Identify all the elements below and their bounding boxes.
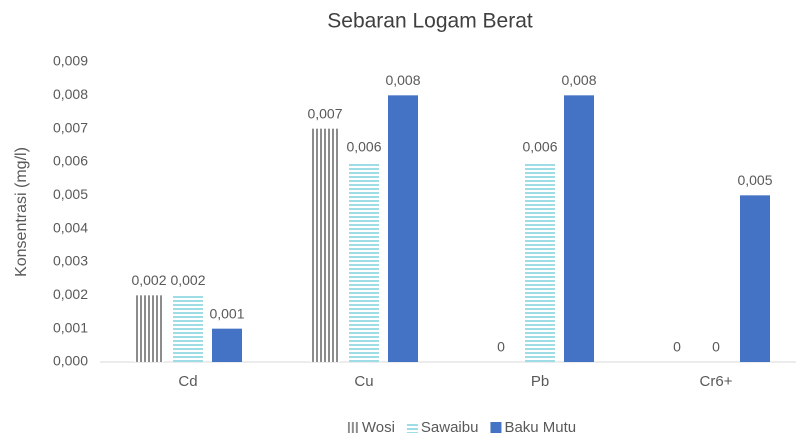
bar xyxy=(564,95,594,362)
y-tick-label: 0,001 xyxy=(53,319,88,335)
data-label: 0,008 xyxy=(561,72,596,88)
y-axis-title: Konsentrasi (mg/l) xyxy=(13,147,30,277)
y-tick-label: 0,009 xyxy=(53,53,88,69)
y-tick-label: 0,002 xyxy=(53,286,88,302)
data-label: 0,007 xyxy=(307,105,342,121)
y-tick-label: 0,006 xyxy=(53,153,88,169)
bar xyxy=(525,162,555,362)
data-label: 0,002 xyxy=(131,272,166,288)
bar xyxy=(388,95,418,362)
legend-swatch xyxy=(490,422,502,433)
data-label: 0,001 xyxy=(209,305,244,321)
legend-label: Wosi xyxy=(362,419,395,436)
bar xyxy=(212,328,242,362)
y-tick-label: 0,004 xyxy=(53,219,88,235)
chart-title: Sebaran Logam Berat xyxy=(327,10,533,33)
bar xyxy=(173,295,203,362)
y-tick-label: 0,008 xyxy=(53,86,88,102)
data-label: 0,002 xyxy=(170,272,205,288)
y-tick-label: 0,007 xyxy=(53,119,88,135)
data-label: 0,006 xyxy=(346,139,381,155)
x-tick-label: Cu xyxy=(354,373,373,390)
bar xyxy=(740,195,770,362)
bar xyxy=(310,128,340,362)
x-tick-label: Cr6+ xyxy=(700,373,733,390)
legend-swatch xyxy=(347,422,359,433)
data-label: 0 xyxy=(673,339,681,355)
legend-label: Baku Mutu xyxy=(504,419,576,436)
legend: Wosi Sawaibu Baku Mutu xyxy=(347,419,576,436)
y-tick-label: 0,005 xyxy=(53,186,88,202)
x-tick-label: Cd xyxy=(178,373,197,390)
bar xyxy=(134,295,164,362)
bar xyxy=(349,162,379,362)
legend-swatch xyxy=(406,422,418,433)
data-label: 0,008 xyxy=(385,72,420,88)
data-label: 0 xyxy=(712,339,720,355)
legend-label: Sawaibu xyxy=(421,419,479,436)
y-tick-label: 0,000 xyxy=(53,353,88,369)
data-label: 0,005 xyxy=(737,172,772,188)
y-tick-label: 0,003 xyxy=(53,253,88,269)
data-label: 0 xyxy=(497,339,505,355)
x-tick-label: Pb xyxy=(531,373,549,390)
data-label: 0,006 xyxy=(522,139,557,155)
